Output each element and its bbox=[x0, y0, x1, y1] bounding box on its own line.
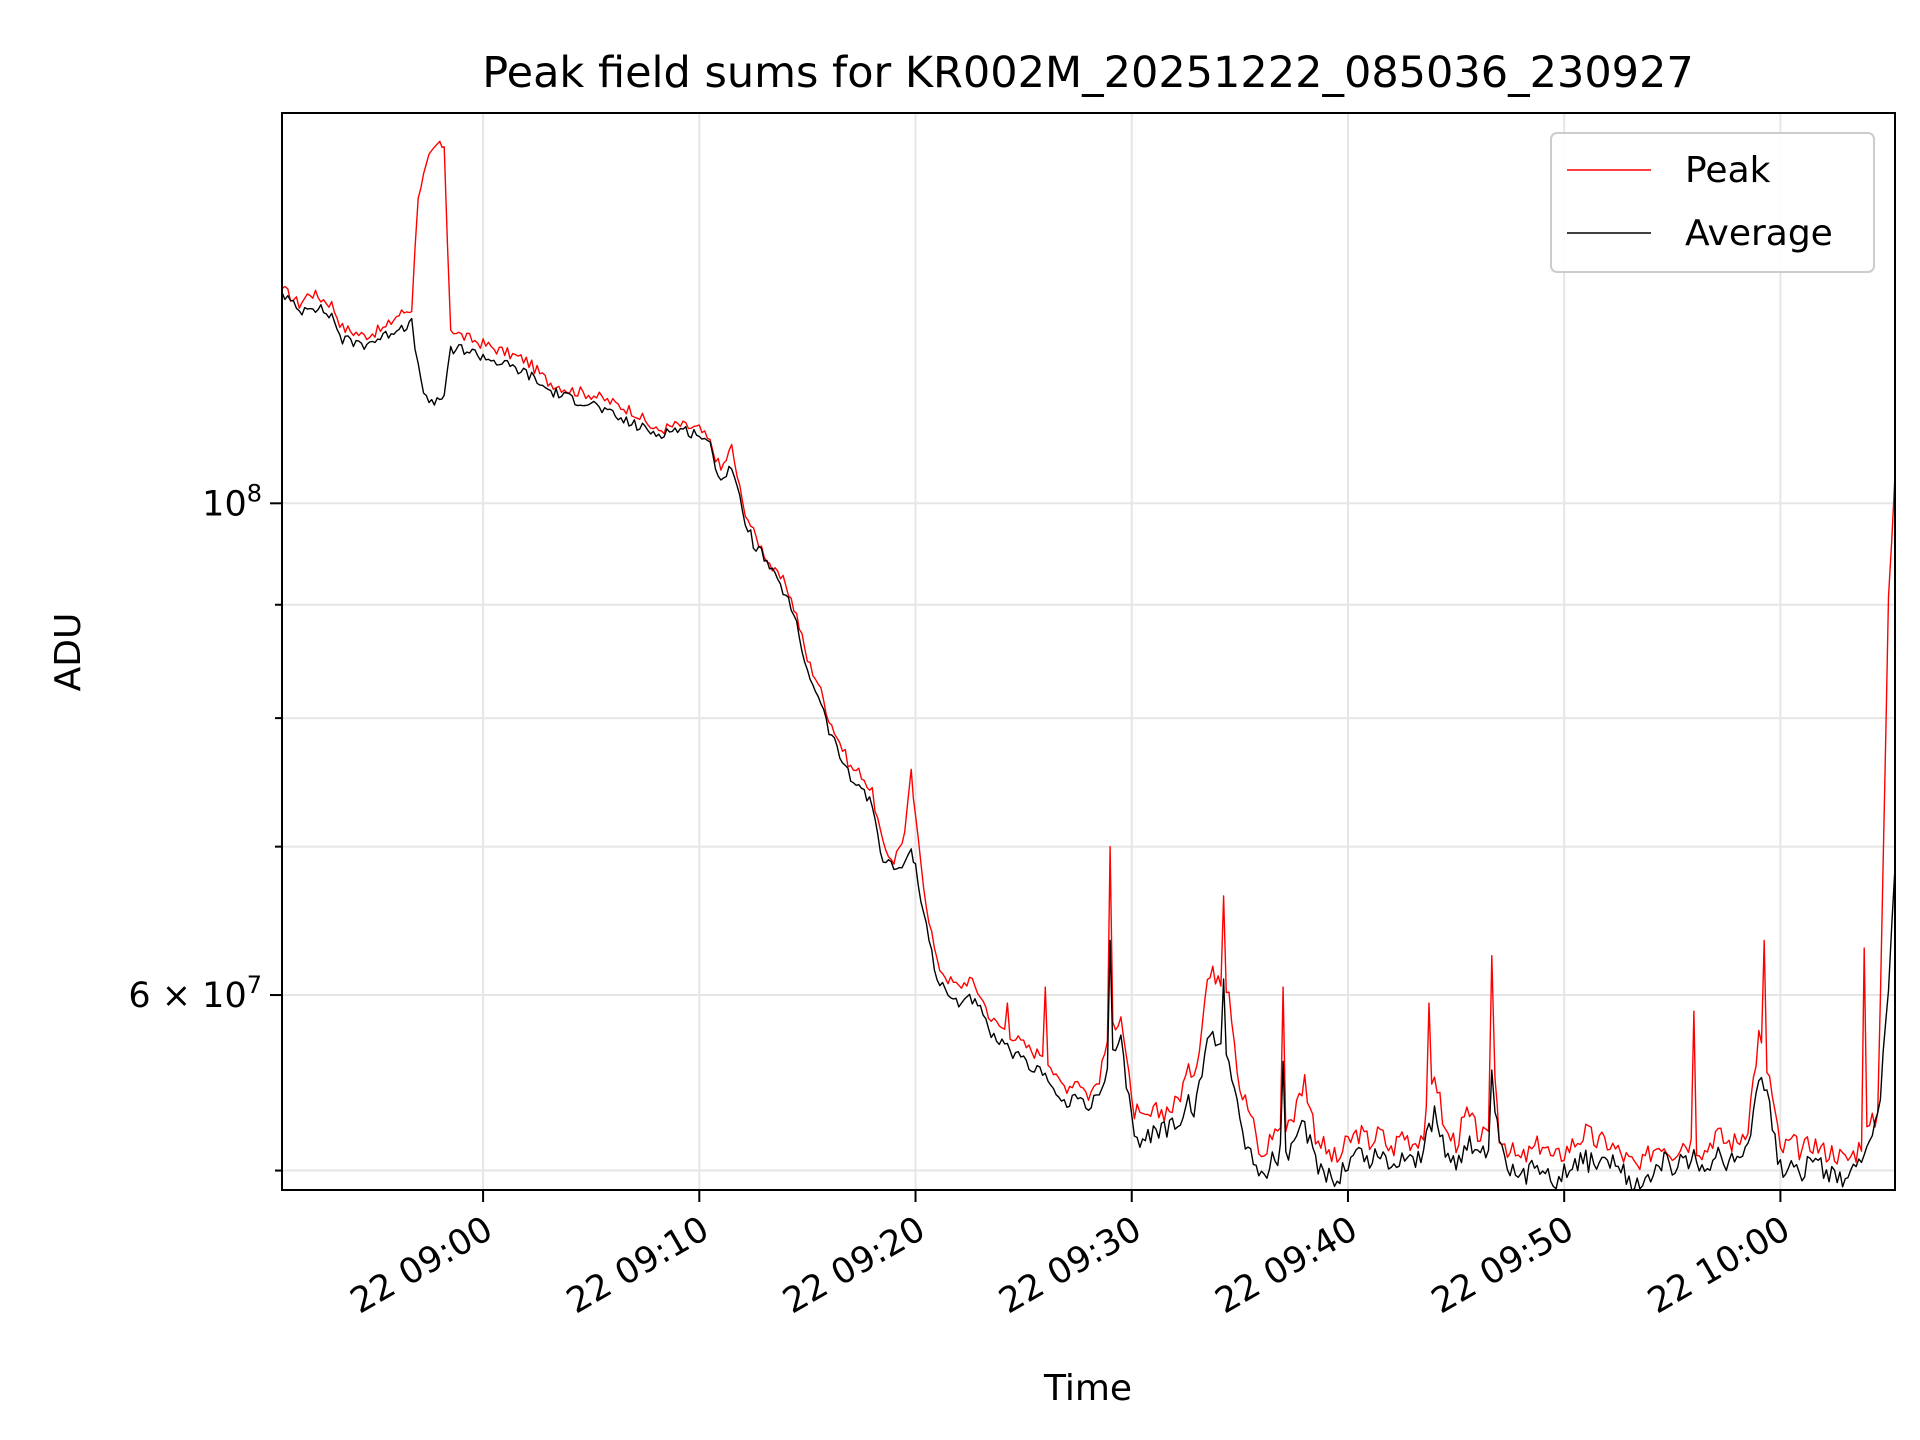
legend-box bbox=[1550, 132, 1875, 273]
series-line-average bbox=[281, 292, 1896, 1191]
y-tick-label: 6 × 107 bbox=[128, 971, 262, 1016]
series-line-peak bbox=[281, 140, 1896, 1171]
plot-series bbox=[281, 140, 1896, 1191]
y-axis-label: ADU bbox=[48, 613, 89, 692]
plot-frame bbox=[281, 112, 1896, 1191]
chart-title: Peak field sums for KR002M_20251222_0850… bbox=[482, 48, 1694, 98]
y-tick-label: 108 bbox=[202, 479, 262, 524]
legend-peak-label: Peak bbox=[1685, 150, 1771, 191]
legend: Peak Average bbox=[1550, 132, 1875, 273]
x-axis-label: Time bbox=[1043, 1368, 1132, 1409]
legend-average-label: Average bbox=[1685, 213, 1833, 254]
grid bbox=[282, 113, 1895, 1190]
